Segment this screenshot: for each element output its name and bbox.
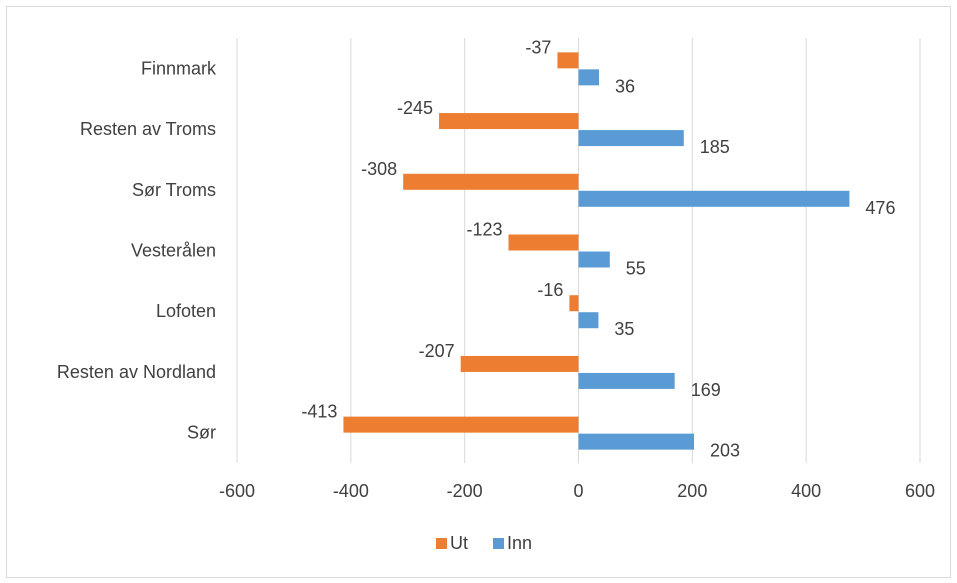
legend: Ut Inn xyxy=(436,533,532,553)
bar-inn xyxy=(578,433,695,450)
data-labels: -37 36 -245 185 -308 476 -123 55 -16 35 -207 169 -41… xyxy=(301,37,895,460)
data-label-ut: -308 xyxy=(361,159,397,179)
legend-label-inn: Inn xyxy=(507,533,532,553)
category-label: Vesterålen xyxy=(131,241,216,261)
bar-ut xyxy=(508,234,579,251)
data-label-inn: 55 xyxy=(626,259,646,279)
x-tick-label: -200 xyxy=(447,481,483,501)
data-label-inn: 476 xyxy=(865,198,895,218)
data-label-ut: -123 xyxy=(466,220,502,240)
bar-ut xyxy=(569,295,579,312)
category-label: Finnmark xyxy=(141,58,217,78)
bar-inn xyxy=(578,251,610,268)
category-axis-labels: Finnmark Resten av Troms Sør Troms Vesterål… xyxy=(57,58,217,442)
data-label-inn: 36 xyxy=(615,76,635,96)
bars xyxy=(343,52,850,450)
data-label-inn: 35 xyxy=(614,319,634,339)
category-label: Sør xyxy=(187,423,216,443)
x-tick-label: 600 xyxy=(905,481,935,501)
data-label-ut: -16 xyxy=(537,280,563,300)
chart-border xyxy=(6,6,951,578)
bar-inn xyxy=(578,372,675,389)
bar-ut xyxy=(460,355,579,372)
bar-inn xyxy=(578,190,850,207)
x-tick-label: -600 xyxy=(219,481,255,501)
data-label-ut: -413 xyxy=(301,402,337,422)
data-label-inn: 203 xyxy=(710,441,740,461)
bar-inn xyxy=(578,69,599,86)
legend-label-ut: Ut xyxy=(450,533,468,553)
data-label-inn: 185 xyxy=(700,137,730,157)
bar-ut xyxy=(439,113,579,130)
data-label-inn: 169 xyxy=(691,380,721,400)
gridlines xyxy=(236,38,921,463)
category-label: Lofoten xyxy=(156,301,216,321)
x-tick-label: 200 xyxy=(677,481,707,501)
data-label-ut: -37 xyxy=(525,37,551,57)
data-label-ut: -207 xyxy=(419,341,455,361)
category-label: Resten av Nordland xyxy=(57,362,216,382)
bar-ut xyxy=(343,416,579,433)
bar-inn xyxy=(578,312,599,329)
legend-swatch-inn xyxy=(493,538,504,549)
category-label: Sør Troms xyxy=(132,180,216,200)
bar-ut xyxy=(403,173,579,190)
data-label-ut: -245 xyxy=(397,98,433,118)
x-tick-label: 400 xyxy=(791,481,821,501)
x-tick-label: 0 xyxy=(573,481,583,501)
bar-inn xyxy=(578,130,684,147)
category-label: Resten av Troms xyxy=(80,119,216,139)
legend-swatch-ut xyxy=(436,538,447,549)
bar-ut xyxy=(557,52,579,69)
x-tick-label: -400 xyxy=(333,481,369,501)
value-axis-tick-labels: -600 -400 -200 0 200 400 600 xyxy=(219,481,935,501)
